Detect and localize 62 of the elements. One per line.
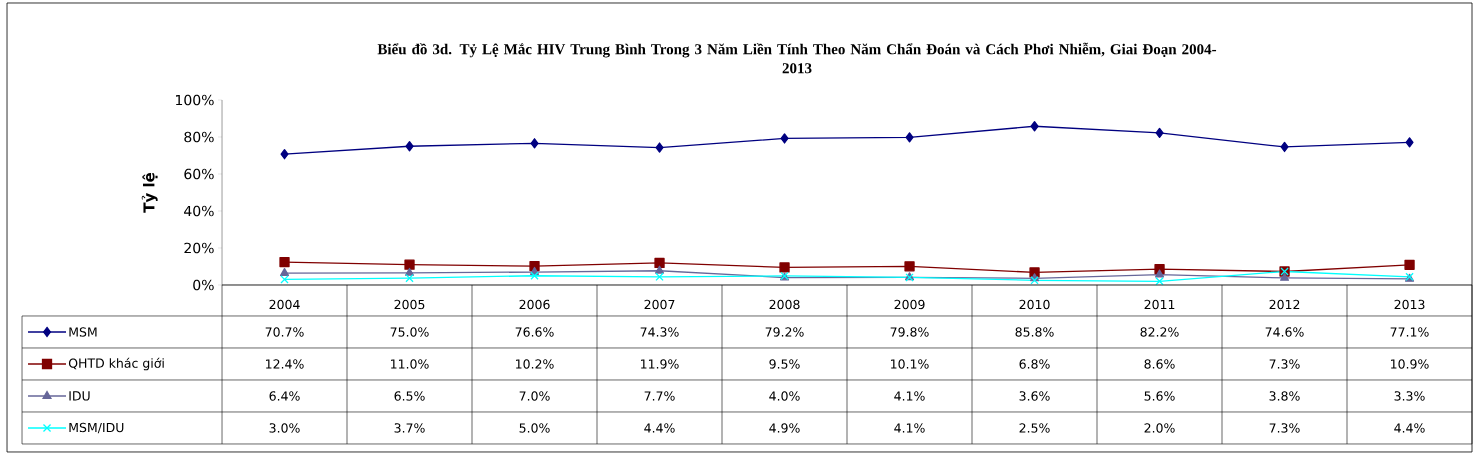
data-label: 4.4% xyxy=(1394,423,1425,433)
legend-label: MSM xyxy=(69,327,97,337)
legend-label: QHTD khác giới xyxy=(68,357,164,371)
chart-title: Biểu đồ 3d. Tỷ Lệ Mắc HIV Trung Bình Trong 3 Năm Liền Tính Theo Năm Chẩn Đoán và Cách Phơi Nhiễm, Giai Đoạn 2004-2013 xyxy=(377,42,1217,74)
data-label: 2.0% xyxy=(1144,423,1175,433)
legend-label: MSM/IDU xyxy=(69,422,124,434)
data-label: 4.4% xyxy=(644,423,675,433)
data-label: 74.3% xyxy=(640,327,679,337)
y-tick-label: 20% xyxy=(184,242,214,254)
data-label: 7.7% xyxy=(644,391,675,401)
data-label: 6.8% xyxy=(1019,359,1050,369)
x-tick-label: 2011 xyxy=(1144,299,1175,310)
x-tick-label: 2013 xyxy=(1394,299,1425,310)
data-label: 70.7% xyxy=(265,327,304,337)
data-label: 6.4% xyxy=(269,391,300,401)
x-tick-label: 2005 xyxy=(394,299,425,310)
y-tick-label: 80% xyxy=(184,131,214,143)
y-tick-label: 100% xyxy=(176,94,214,106)
data-label: 4.0% xyxy=(769,391,800,401)
legend-label: IDU xyxy=(69,391,90,401)
data-label: 75.0% xyxy=(390,327,429,337)
data-label: 79.2% xyxy=(765,327,804,337)
data-label: 77.1% xyxy=(1390,327,1429,337)
data-label: 10.2% xyxy=(516,359,554,369)
x-tick-label: 2009 xyxy=(894,299,925,310)
data-label: 3.8% xyxy=(1269,391,1300,401)
data-label: 7.0% xyxy=(519,391,550,401)
data-label: 8.6% xyxy=(1144,359,1175,369)
x-tick-label: 2007 xyxy=(644,299,675,310)
x-tick-label: 2012 xyxy=(1269,299,1300,310)
x-tick-label: 2010 xyxy=(1019,299,1050,310)
data-label: 6.5% xyxy=(394,391,425,401)
data-label: 2.5% xyxy=(1019,423,1050,433)
y-tick-label: 40% xyxy=(184,205,214,217)
data-label: 3.3% xyxy=(1394,391,1425,401)
data-label: 9.5% xyxy=(769,359,800,369)
data-label: 3.7% xyxy=(394,423,425,433)
data-label: 4.9% xyxy=(769,423,800,433)
data-label: 5.0% xyxy=(519,423,550,433)
data-label: 76.6% xyxy=(515,327,554,337)
data-label: 11.9% xyxy=(641,359,679,369)
data-label: 74.6% xyxy=(1265,327,1304,337)
data-label: 85.8% xyxy=(1015,327,1054,337)
data-label: 10.1% xyxy=(891,359,929,369)
data-label: 3.6% xyxy=(1019,391,1050,401)
data-label: 3.0% xyxy=(269,423,300,433)
x-tick-label: 2006 xyxy=(519,299,550,310)
y-tick-label: 60% xyxy=(184,168,214,180)
x-tick-label: 2008 xyxy=(769,299,800,310)
data-label: 12.4% xyxy=(266,359,304,369)
data-label: 7.3% xyxy=(1269,423,1300,433)
data-label: 4.1% xyxy=(894,391,925,401)
y-tick-label: 0% xyxy=(193,279,214,291)
data-label: 7.3% xyxy=(1269,359,1300,369)
data-label: 10.9% xyxy=(1391,359,1429,369)
data-label: 4.1% xyxy=(894,423,925,433)
data-label: 82.2% xyxy=(1140,327,1179,337)
x-tick-label: 2004 xyxy=(269,299,300,310)
y-axis-title: Tỷ lệ xyxy=(141,172,158,213)
data-label: 11.0% xyxy=(391,359,429,369)
data-label: 79.8% xyxy=(890,327,929,337)
data-label: 5.6% xyxy=(1144,391,1175,401)
